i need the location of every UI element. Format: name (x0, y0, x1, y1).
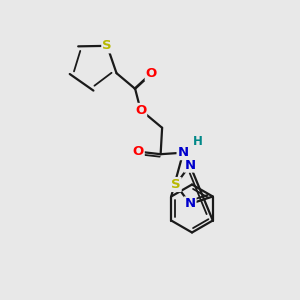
Text: S: S (171, 178, 181, 191)
Text: N: N (184, 197, 196, 210)
Text: H: H (193, 135, 202, 148)
Text: O: O (135, 104, 146, 117)
Text: N: N (178, 146, 189, 159)
Text: O: O (133, 145, 144, 158)
Text: N: N (184, 159, 196, 172)
Text: S: S (102, 39, 112, 52)
Text: O: O (146, 67, 157, 80)
